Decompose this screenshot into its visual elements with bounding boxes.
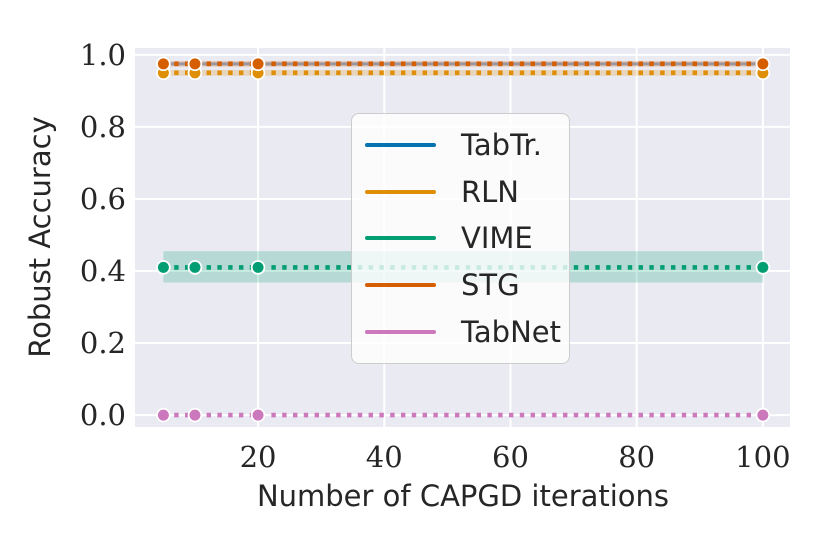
confidence-band-rln bbox=[163, 69, 763, 76]
x-tick-label: 40 bbox=[365, 440, 403, 474]
data-point-tabnet bbox=[250, 407, 266, 423]
data-point-vime bbox=[156, 260, 171, 275]
x-tick-label: 60 bbox=[492, 440, 529, 474]
data-point-vime bbox=[187, 260, 203, 275]
legend-item-stg: STG bbox=[365, 269, 563, 301]
legend-swatch-stg bbox=[365, 283, 436, 288]
x-tick-label: 80 bbox=[618, 440, 656, 474]
legend-item-vime: VIME bbox=[365, 222, 563, 254]
legend-item-tabnet: TabNet bbox=[365, 316, 563, 348]
legend-item-rln: RLN bbox=[365, 176, 563, 208]
y-axis-label: Robust Accuracy bbox=[23, 116, 57, 358]
legend-label-stg: STG bbox=[461, 268, 520, 303]
y-tick-label: 0.2 bbox=[79, 326, 126, 361]
y-tick-label: 0.6 bbox=[79, 181, 126, 216]
legend-label-tabnet: TabNet bbox=[461, 314, 561, 349]
data-point-stg bbox=[156, 56, 171, 72]
legend-swatch-rln bbox=[365, 189, 436, 194]
data-point-vime bbox=[755, 260, 771, 275]
y-tick-label: 0.0 bbox=[79, 398, 126, 433]
legend-item-tabtr: TabTr. bbox=[365, 129, 563, 161]
x-tick-label: 100 bbox=[735, 440, 791, 474]
x-tick-label: 20 bbox=[239, 440, 277, 474]
y-tick-label: 0.4 bbox=[79, 254, 126, 288]
data-point-vime bbox=[250, 260, 266, 275]
data-point-stg bbox=[187, 56, 203, 72]
data-point-tabnet bbox=[755, 407, 771, 423]
legend-label-rln: RLN bbox=[461, 174, 519, 209]
data-point-stg bbox=[250, 56, 266, 72]
legend-label-vime: VIME bbox=[461, 221, 533, 256]
legend: TabTr. RLN VIME STG TabNet bbox=[351, 113, 570, 364]
data-point-tabnet bbox=[156, 407, 171, 423]
legend-swatch-vime bbox=[365, 236, 436, 241]
y-tick-label: 0.8 bbox=[79, 109, 126, 144]
data-point-tabnet bbox=[187, 407, 203, 423]
legend-swatch-tabnet bbox=[365, 329, 436, 334]
data-point-stg bbox=[755, 56, 771, 72]
x-axis-label: Number of CAPGD iterations bbox=[256, 479, 670, 513]
y-tick-label: 1.0 bbox=[79, 37, 126, 72]
legend-label-tabtr: TabTr. bbox=[461, 128, 543, 163]
legend-swatch-tabtr bbox=[365, 143, 436, 148]
